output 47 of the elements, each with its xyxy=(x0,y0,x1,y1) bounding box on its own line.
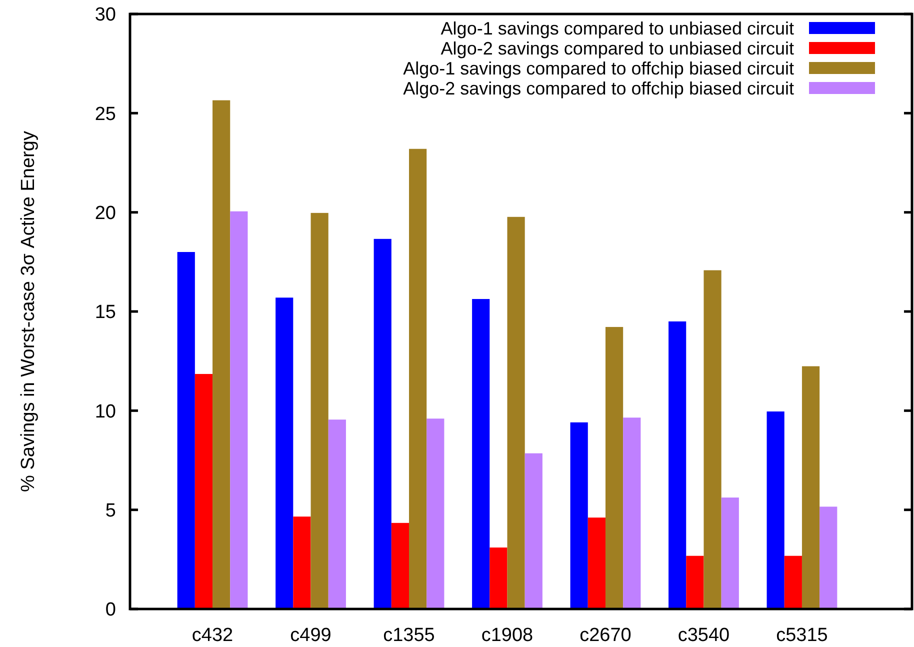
bar xyxy=(524,453,542,609)
y-tick-label: 20 xyxy=(94,202,116,224)
x-tick-label: c1908 xyxy=(481,625,534,646)
bar xyxy=(177,252,195,609)
legend-label: Algo-2 savings compared to offchip biased circuit xyxy=(403,78,794,98)
bar xyxy=(230,211,248,609)
bar xyxy=(668,321,686,609)
bar xyxy=(212,100,230,609)
bar xyxy=(490,548,508,609)
bar xyxy=(784,556,802,609)
y-tick-label: 10 xyxy=(94,401,116,422)
legend-label: Algo-1 savings compared to unbiased circuit xyxy=(440,18,794,38)
bar xyxy=(605,326,624,609)
bar xyxy=(704,270,722,609)
bar xyxy=(409,148,427,609)
bar xyxy=(194,374,213,609)
bar xyxy=(391,522,410,609)
y-axis-title: % Savings in Worst-case 3σ Active Energy xyxy=(18,130,39,492)
x-tick-label: c432 xyxy=(192,625,234,646)
y-tick-label: 30 xyxy=(94,4,116,26)
x-tick-label: c3540 xyxy=(678,625,730,646)
y-tick-label: 25 xyxy=(94,104,116,125)
bar xyxy=(820,506,838,609)
y-tick-label: 5 xyxy=(105,500,116,522)
x-tick-label: c2670 xyxy=(580,625,632,646)
bar xyxy=(721,498,739,609)
x-tick-label: c5315 xyxy=(776,625,828,646)
y-tick-label: 0 xyxy=(105,600,116,621)
y-tick-label: 15 xyxy=(94,302,116,324)
bar xyxy=(766,411,784,609)
x-tick-label: c1355 xyxy=(383,625,435,646)
bar xyxy=(374,238,392,609)
bar xyxy=(310,212,328,609)
bar xyxy=(276,298,294,609)
bar xyxy=(570,422,588,609)
bar xyxy=(507,216,525,609)
bar xyxy=(472,299,490,609)
bar xyxy=(293,516,311,609)
bar xyxy=(802,366,820,609)
legend-label: Algo-1 savings compared to offchip biased circuit xyxy=(403,58,794,78)
x-tick-label: c499 xyxy=(290,625,332,646)
bar xyxy=(686,556,704,609)
legend-label: Algo-2 savings compared to unbiased circuit xyxy=(440,38,794,58)
bar xyxy=(623,418,641,609)
bar xyxy=(328,420,346,609)
bar xyxy=(588,518,606,609)
bar xyxy=(426,418,444,609)
